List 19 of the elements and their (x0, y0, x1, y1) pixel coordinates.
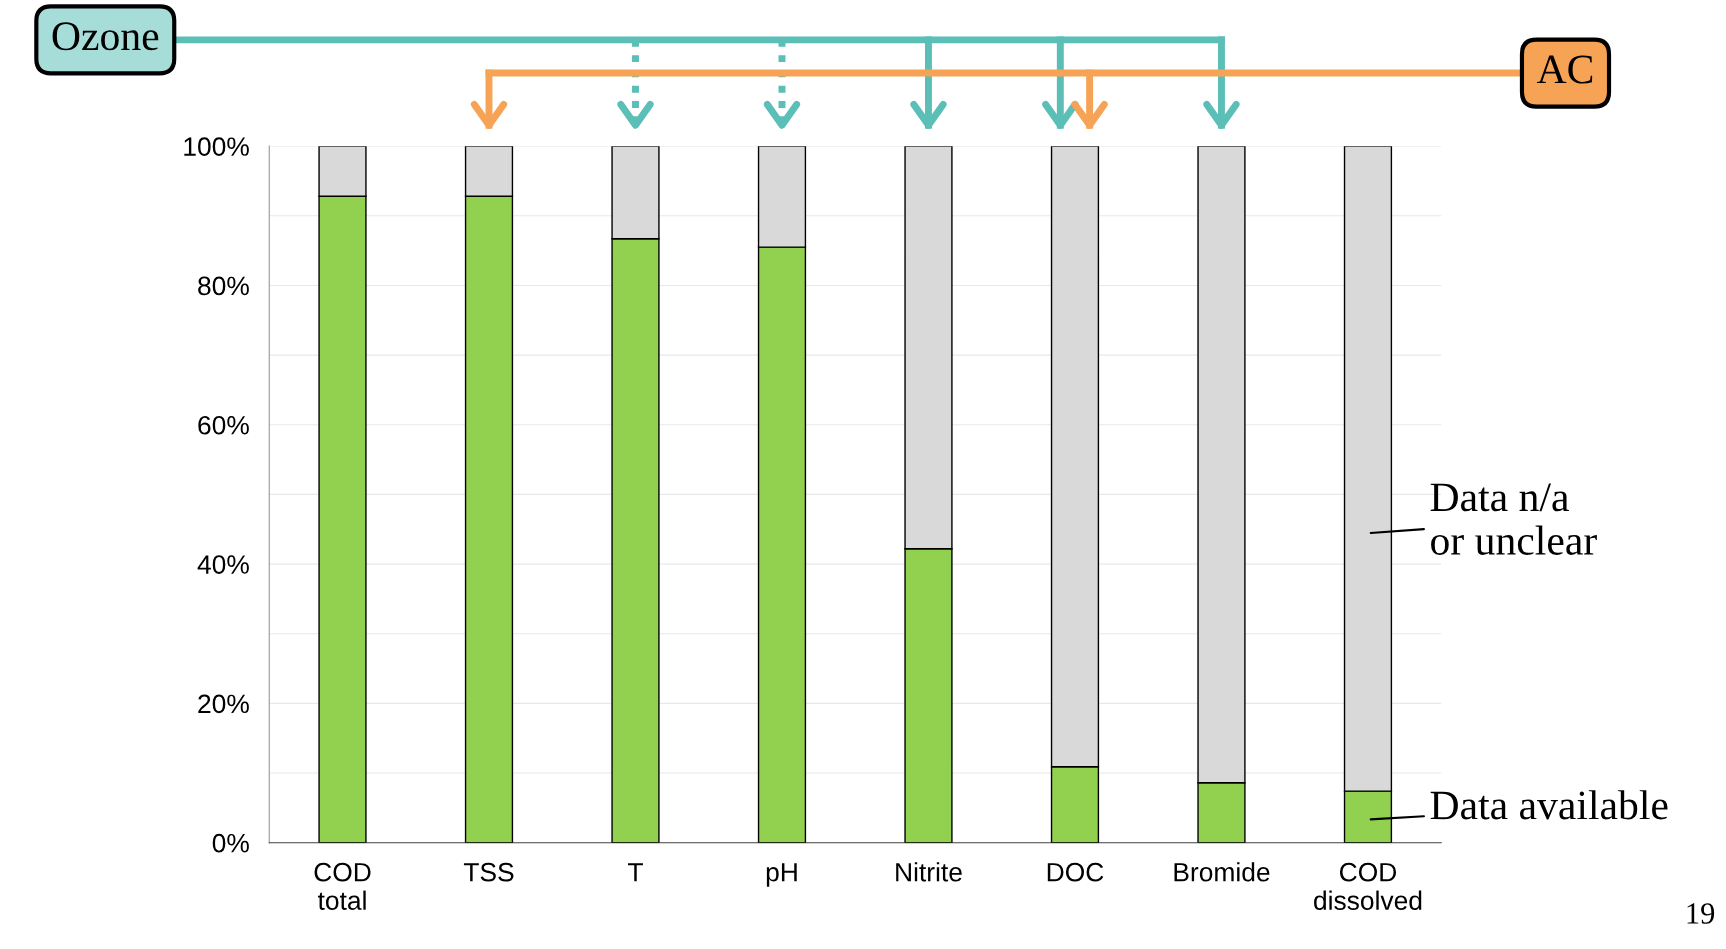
x-tick-label: COD dissolved (1314, 862, 1422, 910)
y-tick-label: 40% (197, 555, 249, 574)
x-tick-label: COD total (314, 862, 371, 910)
x-tick-label: T (628, 863, 643, 882)
x-tick-label: TSS (463, 862, 514, 882)
y-tick-label: 80% (198, 276, 249, 296)
legend-label: Data n/a or unclear (1430, 483, 1597, 555)
legend-label: Data available (1430, 790, 1668, 820)
y-tick-label: 100% (184, 137, 249, 156)
x-tick-label: Nitrite (896, 862, 962, 882)
y-tick-label: 0% (212, 833, 249, 853)
x-tick-label: Bromide (1174, 862, 1270, 882)
text: AC (1536, 55, 1593, 84)
y-tick-label: 20% (198, 694, 249, 714)
x-tick-label: pH (766, 863, 797, 887)
y-tick-label: 60% (198, 415, 249, 435)
text: 19 (1687, 903, 1715, 924)
text: Ozone (52, 22, 159, 51)
x-tick-label: DOC (1047, 862, 1104, 882)
